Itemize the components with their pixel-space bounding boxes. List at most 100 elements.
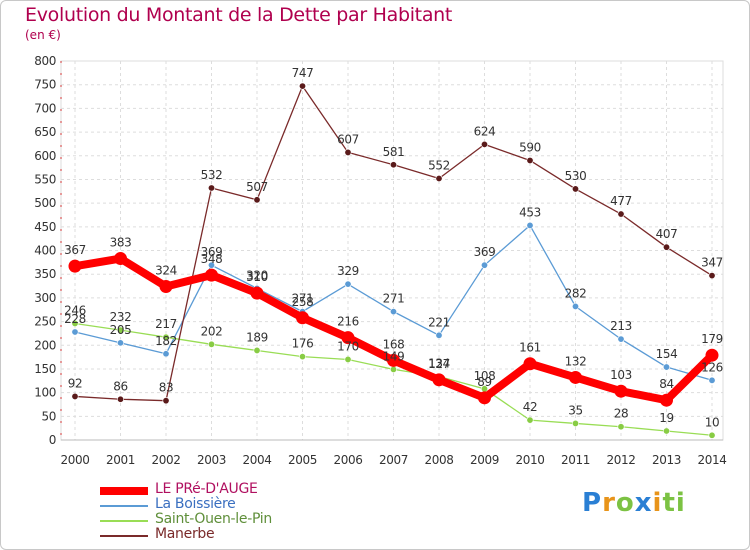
data-point [435,174,443,182]
data-point [117,395,125,403]
brand-letter: i [652,488,663,518]
brand-letter: t [662,488,676,518]
data-point [523,357,537,371]
data-point [68,259,82,273]
data-point [389,308,397,316]
data-label: 176 [292,337,314,351]
data-point [571,419,579,427]
x-tick-label: 2001 [106,453,135,467]
x-tick-label: 2013 [652,453,681,467]
data-label: 182 [155,334,177,348]
y-tick-label: 650 [34,125,56,139]
data-point [526,416,534,424]
data-point [662,243,670,251]
data-label: 232 [110,310,132,324]
data-label: 271 [292,292,314,306]
data-label: 607 [337,132,359,146]
data-point [662,427,670,435]
y-tick-label: 250 [34,315,56,329]
data-label: 170 [337,339,359,353]
data-label: 590 [519,140,541,154]
data-label: 507 [246,180,268,194]
data-label: 127 [428,357,450,371]
data-label: 86 [113,379,127,393]
y-tick-label: 400 [34,244,56,258]
data-point [708,376,716,384]
data-label: 168 [383,337,405,351]
data-point [480,140,488,148]
x-tick-label: 2014 [698,453,727,467]
data-label: 320 [246,268,268,282]
data-point [162,350,170,358]
data-label: 132 [565,354,587,368]
brand-letter: o [615,488,635,518]
x-tick-label: 2008 [425,453,454,467]
data-label: 310 [246,270,268,284]
data-label: 552 [428,158,450,172]
x-tick-label: 2007 [379,453,408,467]
y-tick-label: 100 [34,386,56,400]
data-point [344,355,352,363]
brand-letter: r [602,488,616,518]
data-label: 103 [610,368,632,382]
data-point [387,353,400,367]
data-label: 367 [64,243,86,257]
data-label: 383 [110,236,132,250]
data-point [71,328,79,336]
data-label: 581 [383,145,405,159]
data-point [341,331,355,345]
y-tick-label: 150 [34,362,56,376]
data-label: 134 [428,357,450,371]
data-label: 348 [201,252,223,266]
data-label: 126 [701,360,723,374]
data-label: 216 [337,315,359,329]
data-point [389,161,397,169]
series-lines [68,82,719,439]
data-point [435,331,443,339]
data-point [250,286,264,300]
data-point [571,185,579,193]
data-label: 161 [519,341,541,355]
x-tick-label: 2006 [334,453,363,467]
data-point [526,221,534,229]
legend-label: La Boissière [155,496,236,512]
data-label: 35 [568,403,582,417]
x-tick-label: 2009 [470,453,499,467]
data-label: 84 [659,377,673,391]
data-labels: 367 383 324 348 310 258 216 168 127 89 161 132 103 84… [64,66,723,429]
data-point [617,335,625,343]
data-label: 42 [523,400,537,414]
data-label: 271 [383,292,405,306]
data-label: 624 [474,124,496,138]
data-point [208,184,216,192]
data-point [478,391,491,405]
data-label: 108 [474,369,496,383]
data-point [114,252,127,266]
grid [60,60,724,441]
data-point [705,348,719,362]
x-tick-label: 2000 [61,453,90,467]
data-point [162,333,170,341]
data-point [208,261,216,269]
y-tick-label: 350 [34,267,56,281]
y-tick-label: 800 [34,54,56,68]
x-tick-label: 2003 [197,453,226,467]
data-label: 407 [656,227,678,241]
data-point [344,280,352,288]
y-tick-label: 600 [34,149,56,163]
y-tick-label: 50 [42,409,56,423]
y-tick-label: 700 [34,101,56,115]
data-label: 258 [292,295,314,309]
data-point [162,397,170,405]
data-point [253,346,261,354]
data-label: 532 [201,168,223,182]
data-label: 329 [337,264,359,278]
y-tick-label: 550 [34,172,56,186]
data-point [708,272,716,280]
data-point [205,268,218,282]
data-label: 246 [64,303,86,317]
data-point [296,311,309,325]
data-point [71,319,79,327]
